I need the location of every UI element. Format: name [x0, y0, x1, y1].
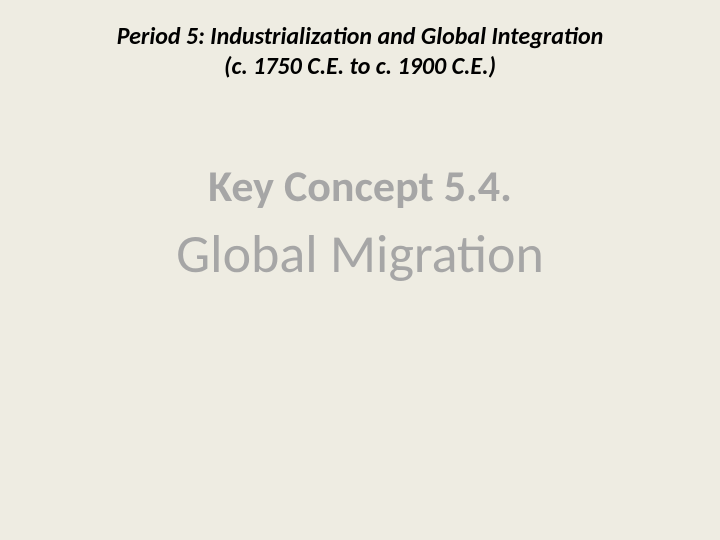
header-line-2: (c. 1750 C.E. to c. 1900 C.E.): [0, 52, 720, 82]
key-concept-label: Key Concept 5.4.: [0, 160, 720, 213]
slide-header: Period 5: Industrialization and Global I…: [0, 0, 720, 82]
slide-body: Key Concept 5.4. Global Migration: [0, 160, 720, 285]
header-line-1: Period 5: Industrialization and Global I…: [0, 22, 720, 52]
slide-title: Global Migration: [0, 223, 720, 285]
slide: Period 5: Industrialization and Global I…: [0, 0, 720, 540]
